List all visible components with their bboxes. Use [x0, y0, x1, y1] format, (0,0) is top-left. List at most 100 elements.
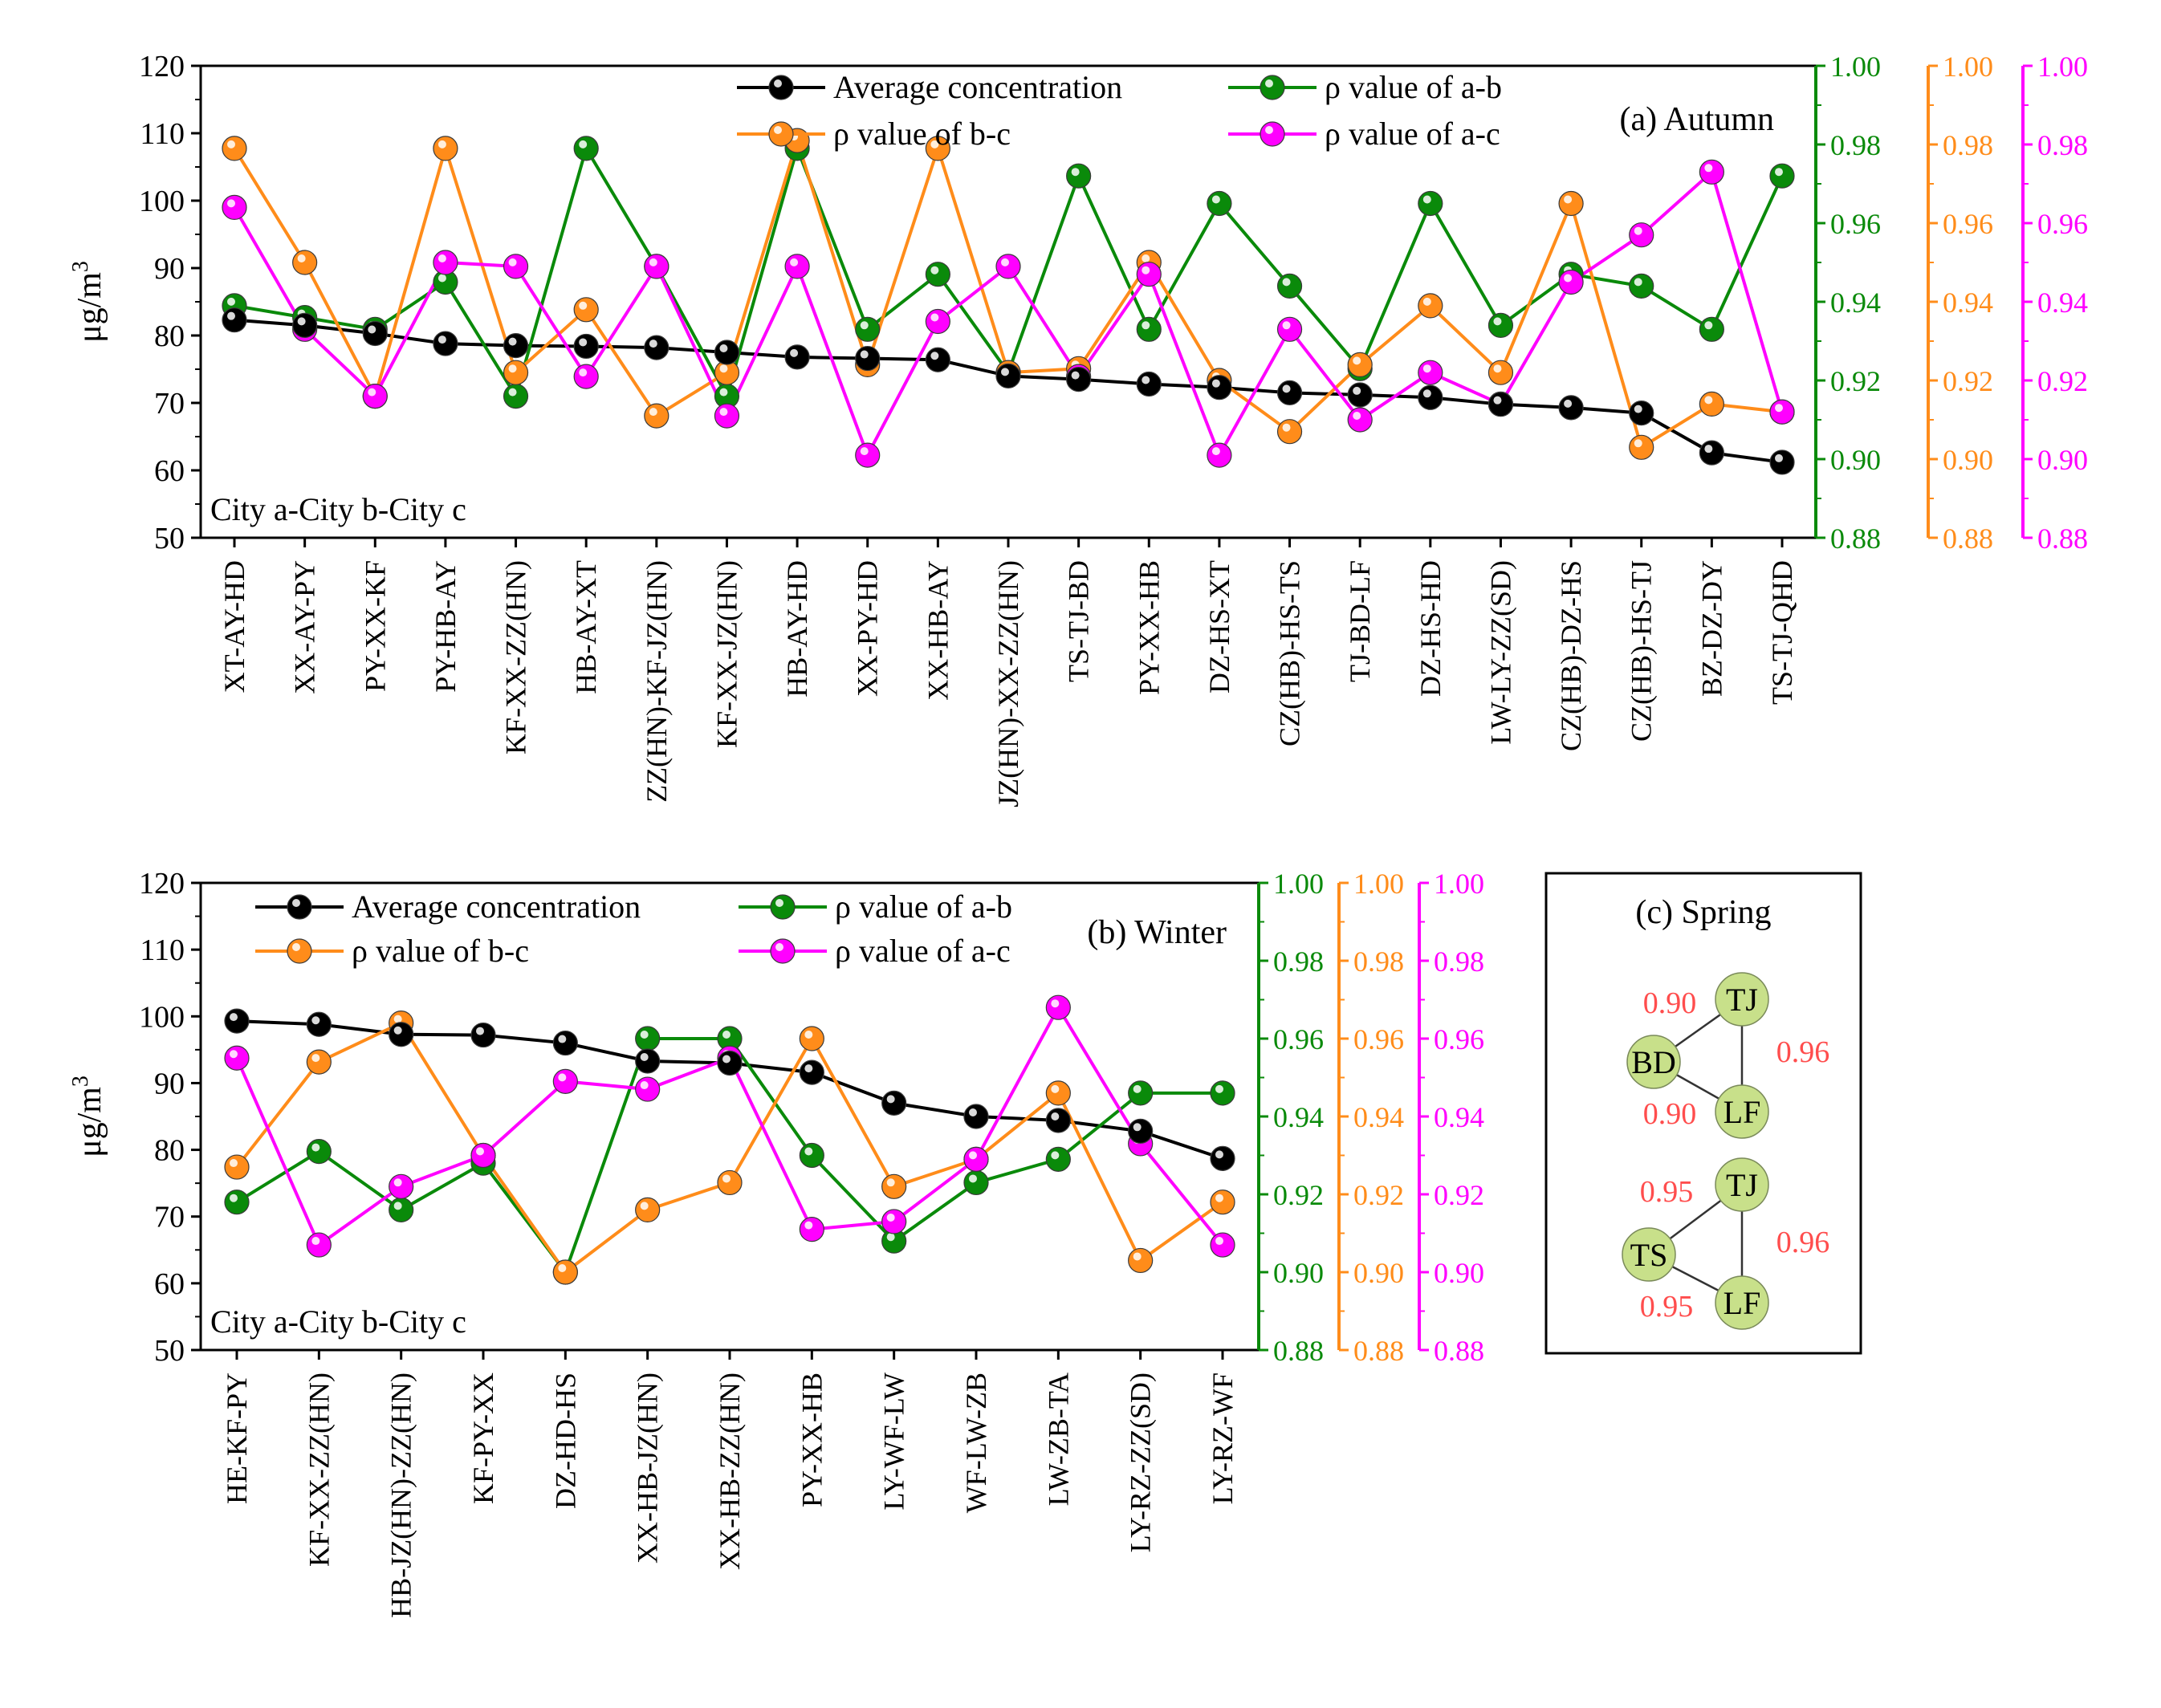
- data-point-ac: [573, 364, 599, 389]
- left-tick-label: 100: [139, 185, 185, 218]
- data-point-avg: [1066, 367, 1092, 392]
- x-tick-label: KF-XX-JZ(HN): [710, 560, 743, 748]
- city-node: [1715, 1275, 1769, 1330]
- x-tick-label: PY-HB-AY: [429, 560, 462, 693]
- x-tick-label: HB-JZ(HN)-ZZ(HN): [385, 1372, 417, 1618]
- right-tick-label-ac: 0.92: [2037, 365, 2088, 397]
- x-tick-label: DZ-HS-XT: [1203, 560, 1235, 693]
- left-tick-label: 50: [154, 1334, 185, 1368]
- data-point-ab: [1629, 273, 1654, 299]
- data-point-avg: [1045, 1108, 1071, 1133]
- left-tick-label: 80: [154, 1134, 185, 1168]
- data-point-avg: [714, 340, 740, 365]
- data-point-ab: [389, 1197, 414, 1223]
- data-point-bc: [799, 1026, 824, 1051]
- data-point-ac: [799, 1217, 824, 1242]
- data-point-bc: [292, 250, 318, 275]
- data-point-ac: [306, 1232, 332, 1258]
- x-tick-label: ZZ(HN)-KF-JZ(HN): [641, 560, 673, 803]
- city-node-label: BD: [1631, 1044, 1676, 1080]
- data-point-avg: [362, 320, 388, 347]
- data-point-ac: [222, 194, 247, 220]
- right-tick-label-ab: 0.92: [1830, 365, 1881, 397]
- data-point-bc: [433, 136, 458, 161]
- right-tick-label-ac: 0.96: [1434, 1023, 1484, 1055]
- right-tick-label-ab: 0.94: [1830, 287, 1881, 319]
- legend-label-avg: Average concentration: [352, 889, 641, 925]
- left-tick-label: 70: [154, 387, 185, 421]
- spring-network: (c) Spring 0.90 0.96 0.90 TJ BD LF 0.95 0.96 0.95…: [1544, 872, 1862, 1355]
- edge-weight-label: 0.96: [1776, 1035, 1830, 1069]
- right-tick-label-ac: 0.94: [1434, 1101, 1484, 1133]
- data-point-ac: [1699, 159, 1724, 185]
- x-tick-label: LW-LY-ZZ(SD): [1484, 560, 1516, 745]
- data-point-bc: [881, 1173, 907, 1199]
- data-point-avg: [1210, 1145, 1235, 1171]
- data-point-ab: [881, 1228, 907, 1254]
- left-tick-label: 90: [154, 252, 185, 286]
- data-point-ac: [362, 384, 388, 409]
- data-point-avg: [1276, 380, 1303, 405]
- right-tick-label-ab: 0.96: [1830, 208, 1881, 240]
- data-point-bc: [1558, 190, 1584, 217]
- legend-label-ac: ρ value of a-c: [835, 933, 1011, 969]
- data-point-avg: [635, 1048, 661, 1074]
- right-tick-label-bc: 0.90: [1943, 444, 1993, 476]
- x-tick-label: PY-XX-HB: [796, 1372, 828, 1507]
- data-point-ab: [963, 1169, 989, 1196]
- right-tick-label-ab: 0.92: [1273, 1179, 1324, 1211]
- data-point-ab: [1418, 190, 1443, 217]
- data-point-bc: [1487, 360, 1514, 385]
- data-point-ab: [925, 262, 950, 287]
- data-point-avg: [1207, 375, 1232, 401]
- data-point-ac: [1276, 316, 1303, 342]
- data-point-avg: [1699, 440, 1724, 466]
- right-tick-label-ab: 0.90: [1273, 1257, 1324, 1289]
- data-point-ac: [1347, 407, 1373, 433]
- data-point-ac: [963, 1146, 989, 1172]
- legend-marker-avg: [768, 75, 794, 100]
- x-tick-label: BZ-DZ-DY: [1695, 560, 1728, 697]
- data-point-bc: [1629, 434, 1654, 460]
- data-point-ac: [635, 1076, 661, 1102]
- legend-marker-ac: [1260, 121, 1285, 147]
- data-point-ab: [1207, 190, 1232, 217]
- data-point-ab: [1210, 1080, 1235, 1106]
- edge-weight-label: 0.96: [1776, 1226, 1830, 1259]
- right-tick-label-ac: 1.00: [2037, 51, 2088, 83]
- legend-label-avg: Average concentration: [833, 69, 1122, 105]
- legend-label-bc: ρ value of b-c: [352, 933, 529, 969]
- data-point-bc: [1210, 1190, 1235, 1215]
- right-tick-label-ac: 0.98: [1434, 946, 1484, 978]
- legend-marker-ab: [1260, 75, 1285, 100]
- y-axis-label: μg/m3: [68, 1076, 108, 1157]
- right-tick-label-ac: 0.96: [2037, 208, 2088, 240]
- left-tick-label: 90: [154, 1067, 185, 1100]
- left-tick-label: 70: [154, 1201, 185, 1234]
- data-point-bc: [925, 136, 950, 161]
- data-point-bc: [222, 136, 247, 161]
- right-tick-label-ac: 1.00: [1434, 868, 1484, 900]
- city-node: [1622, 1227, 1676, 1282]
- data-point-bc: [644, 403, 669, 429]
- data-point-avg: [1629, 400, 1654, 426]
- right-tick-label-bc: 0.94: [1353, 1101, 1404, 1133]
- x-tick-label: HB-AY-XT: [570, 560, 602, 694]
- legend-marker-ac: [770, 938, 796, 964]
- data-point-avg: [470, 1022, 496, 1048]
- data-point-bc: [1418, 293, 1443, 319]
- city-node-label: LF: [1724, 1285, 1761, 1321]
- x-tick-label: XX-PY-HD: [852, 560, 884, 697]
- data-point-avg: [1418, 384, 1443, 410]
- data-point-ac: [224, 1045, 250, 1071]
- x-tick-label: KF-XX-ZZ(HN): [500, 560, 532, 754]
- city-node: [1715, 1084, 1769, 1139]
- data-point-avg: [222, 307, 247, 333]
- data-point-bc: [224, 1154, 250, 1180]
- data-point-avg: [644, 335, 669, 360]
- data-point-avg: [799, 1059, 824, 1085]
- left-tick-label: 110: [140, 933, 185, 967]
- data-point-avg: [881, 1090, 907, 1116]
- data-point-ab: [635, 1026, 661, 1051]
